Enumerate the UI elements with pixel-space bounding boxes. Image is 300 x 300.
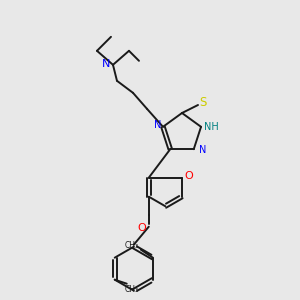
Text: S: S: [199, 95, 207, 109]
Text: CH₃: CH₃: [125, 241, 139, 250]
Text: O: O: [137, 223, 146, 233]
Text: N: N: [102, 59, 110, 69]
Text: N: N: [154, 120, 162, 130]
Text: O: O: [184, 171, 193, 181]
Text: N: N: [199, 145, 206, 155]
Text: CH₃: CH₃: [125, 285, 139, 294]
Text: NH: NH: [204, 122, 218, 132]
